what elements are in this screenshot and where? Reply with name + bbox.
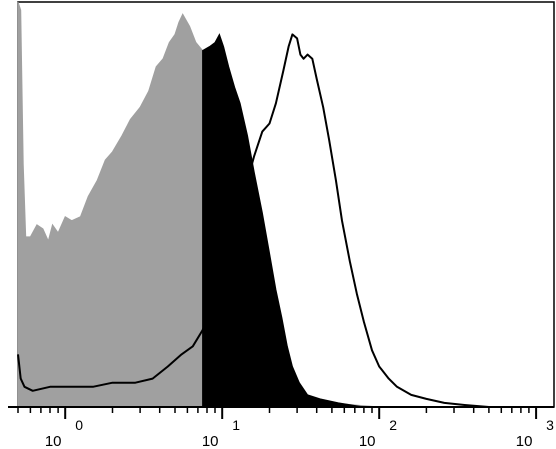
x-tick-label-base: 10	[45, 433, 62, 449]
x-tick-label-exponent: 1	[232, 417, 240, 433]
series-layer	[17, 1, 489, 408]
series-2-area	[202, 33, 364, 408]
x-tick-labels: 10 0 10 1 10 2 10 3	[45, 417, 554, 449]
series-3-line	[17, 33, 489, 408]
x-tick-label-exponent: 2	[389, 417, 397, 433]
series-1-area	[17, 1, 380, 408]
x-tick-marks	[17, 407, 538, 419]
x-tick-label-base: 10	[516, 433, 533, 449]
x-tick-label-exponent: 0	[75, 417, 83, 433]
x-tick-label-base: 10	[359, 433, 376, 449]
x-tick-label-exponent: 3	[546, 417, 554, 433]
x-tick-label-base: 10	[202, 433, 219, 449]
